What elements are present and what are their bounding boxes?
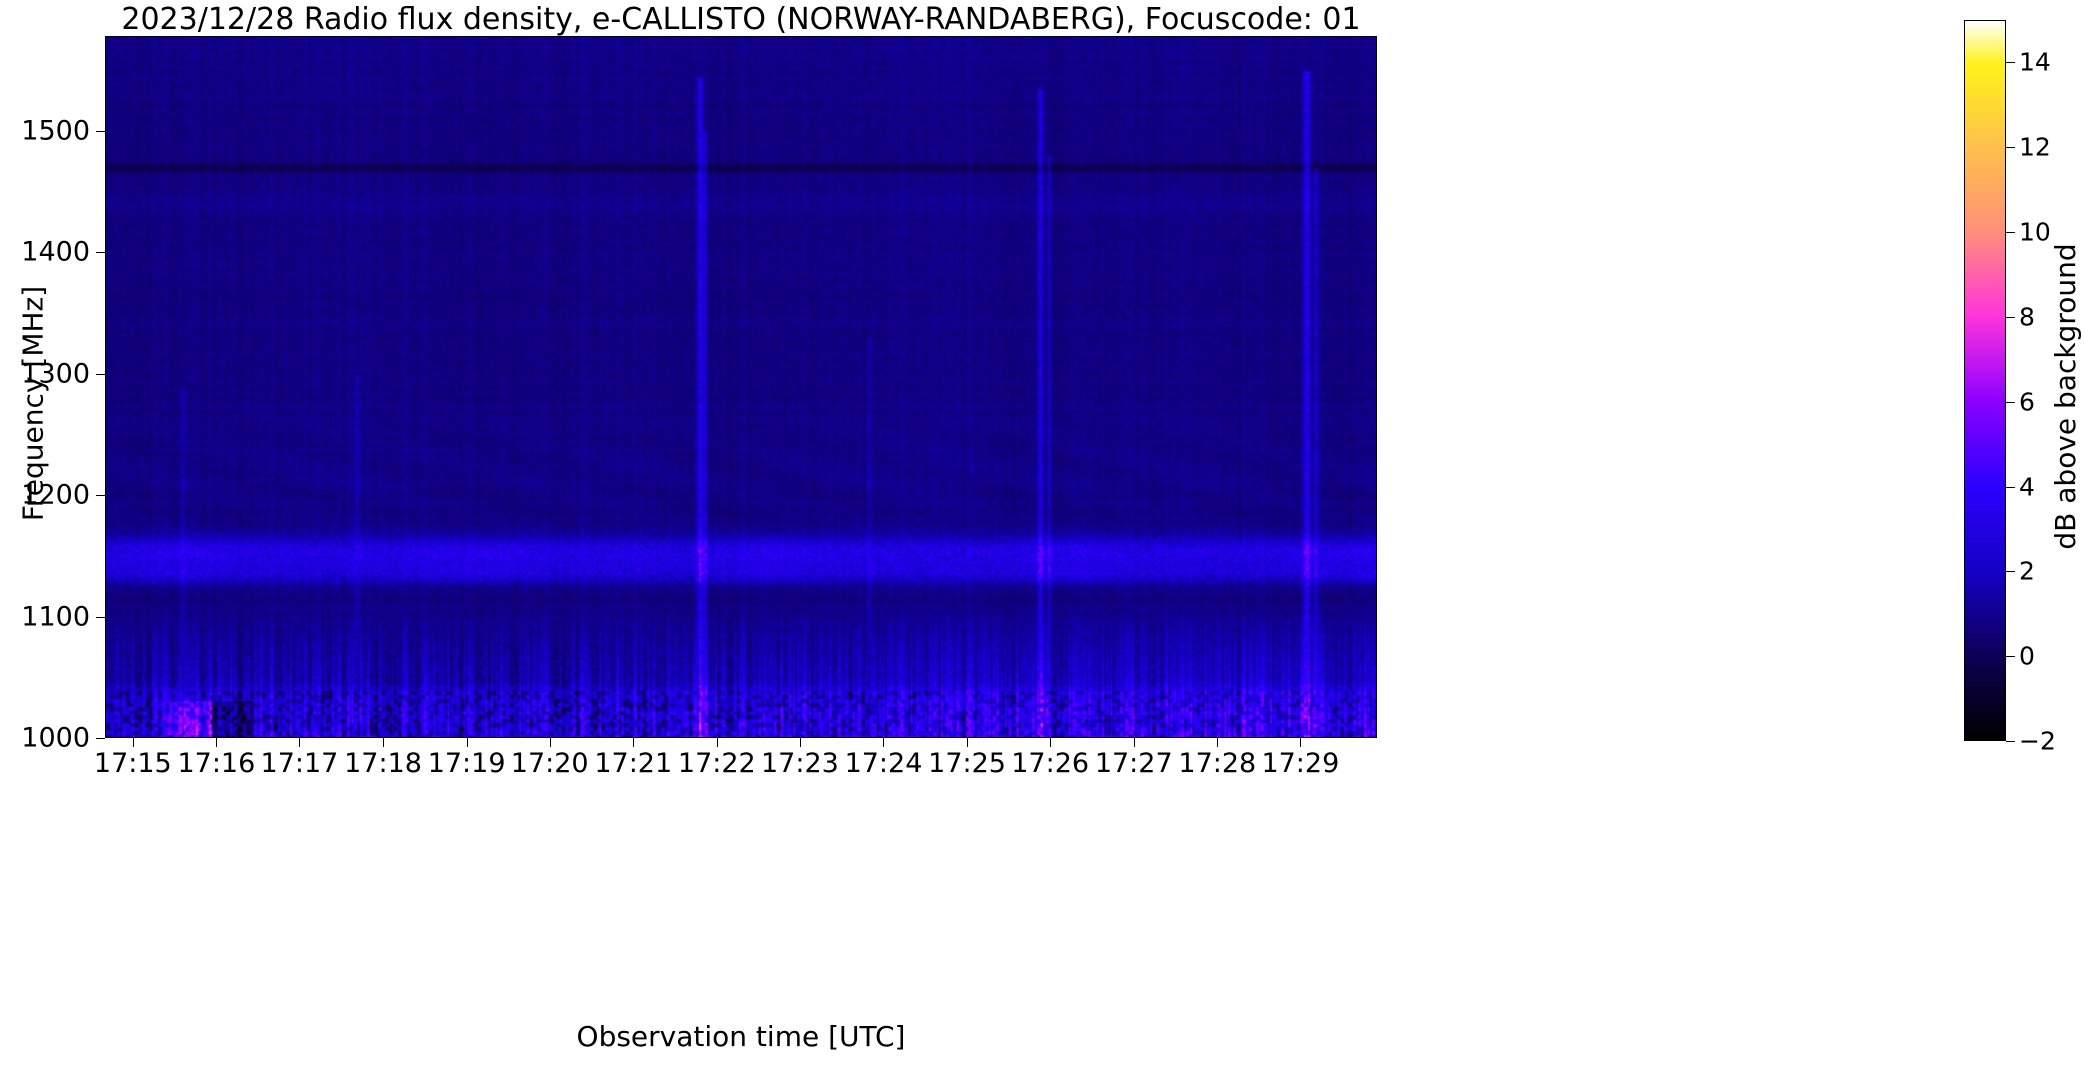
colorbar-tick-label: 6 xyxy=(2019,387,2035,417)
y-tick-mark xyxy=(96,373,105,375)
y-tick-mark xyxy=(96,738,105,739)
colorbar-tick-mark xyxy=(2006,571,2015,573)
x-tick-label: 17:27 xyxy=(1094,748,1173,779)
x-tick-label: 17:25 xyxy=(928,748,1006,779)
x-tick-label: 17:16 xyxy=(177,748,256,779)
x-tick-label: 17:23 xyxy=(761,748,839,779)
colorbar-label: dB above background xyxy=(2049,243,2082,550)
colorbar-tick-label: 2 xyxy=(2019,556,2035,586)
x-tick-mark xyxy=(383,738,385,747)
y-tick-mark xyxy=(96,495,105,497)
y-axis-ticks: 1500 1400 1300 1200 1100 1000 xyxy=(0,0,105,1067)
colorbar-tick-label: 14 xyxy=(2019,47,2051,77)
y-axis-label: Frequency [MHz] xyxy=(16,285,50,522)
y-tick-label: 1200 xyxy=(21,479,90,511)
x-tick-mark xyxy=(1050,738,1052,747)
x-tick-mark xyxy=(466,738,468,747)
x-axis-label: Observation time [UTC] xyxy=(576,1020,906,1053)
x-tick-label: 17:29 xyxy=(1261,748,1340,779)
colorbar-tick-mark xyxy=(2006,147,2015,149)
y-tick-label: 1100 xyxy=(21,601,90,633)
y-tick-label: 1000 xyxy=(21,722,90,754)
colorbar-tick-mark xyxy=(2006,486,2015,488)
x-tick-mark xyxy=(549,738,551,747)
colorbar-tick-mark xyxy=(2006,62,2015,64)
x-tick-mark xyxy=(1217,738,1219,747)
x-tick-mark xyxy=(216,738,218,747)
x-tick-mark xyxy=(799,738,801,747)
colorbar-tick-label: 0 xyxy=(2019,641,2035,671)
colorbar-tick-label: −2 xyxy=(2019,726,2056,756)
colorbar-gradient xyxy=(1965,21,2005,740)
colorbar-tick-mark xyxy=(2006,401,2015,403)
spectrogram-axes[interactable] xyxy=(105,36,1377,738)
x-tick-label: 17:22 xyxy=(677,748,756,779)
y-tick-mark xyxy=(96,616,105,618)
x-tick-mark xyxy=(1133,738,1135,747)
x-tick-label: 17:26 xyxy=(1011,748,1090,779)
colorbar-tick-label: 4 xyxy=(2019,472,2035,502)
x-tick-label: 17:21 xyxy=(594,748,673,779)
x-tick-label: 17:19 xyxy=(427,748,506,779)
x-tick-mark xyxy=(883,738,885,747)
colorbar-tick-mark xyxy=(2006,232,2015,234)
x-tick-label: 17:15 xyxy=(93,748,172,779)
spectrogram-image xyxy=(106,37,1376,737)
y-tick-label: 1500 xyxy=(21,115,90,147)
x-tick-mark xyxy=(716,738,718,747)
y-tick-label: 1300 xyxy=(21,358,90,390)
x-tick-label: 17:17 xyxy=(260,748,339,779)
x-tick-mark xyxy=(132,738,134,747)
colorbar-tick-mark xyxy=(2006,656,2015,658)
x-tick-label: 17:28 xyxy=(1178,748,1257,779)
colorbar[interactable] xyxy=(1964,20,2006,741)
colorbar-tick-label: 12 xyxy=(2019,132,2051,162)
colorbar-tick-mark xyxy=(2006,316,2015,318)
y-tick-mark xyxy=(96,252,105,254)
chart-title: 2023/12/28 Radio flux density, e-CALLIST… xyxy=(121,2,1361,37)
x-tick-label: 17:20 xyxy=(510,748,589,779)
x-tick-label: 17:18 xyxy=(344,748,422,779)
y-tick-mark xyxy=(96,130,105,132)
x-tick-label: 17:24 xyxy=(844,748,923,779)
colorbar-tick-label: 8 xyxy=(2019,302,2035,332)
x-tick-mark xyxy=(633,738,635,747)
x-tick-mark xyxy=(299,738,301,747)
y-tick-label: 1400 xyxy=(21,236,90,268)
x-tick-mark xyxy=(1300,738,1302,747)
colorbar-tick-mark xyxy=(2006,741,2015,742)
x-tick-mark xyxy=(967,738,969,747)
colorbar-tick-label: 10 xyxy=(2019,217,2051,247)
